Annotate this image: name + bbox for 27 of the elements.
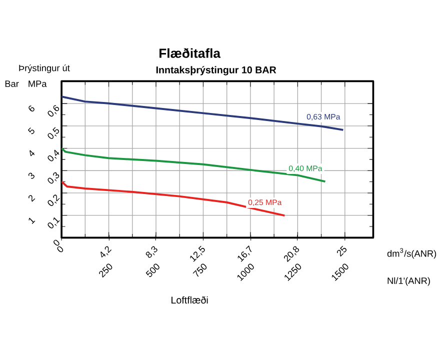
y2-tick-label: 6 bbox=[28, 106, 34, 112]
x-tick-label: 750 bbox=[192, 264, 207, 277]
y2-tick-label: 3 bbox=[28, 172, 34, 179]
x2-tick-label: 4,2 bbox=[100, 246, 112, 258]
x2-tick-label: 25 bbox=[336, 246, 347, 257]
y2-tick-label: 1 bbox=[28, 218, 36, 224]
chart-title: Flæðitafla bbox=[160, 48, 221, 58]
y-tick-label: 0,1 bbox=[48, 217, 60, 228]
y2-tick-label: 5 bbox=[28, 128, 34, 134]
x-tick-label: 250 bbox=[99, 264, 112, 278]
chart-subtitle: Inntaksþrýstingur 10 BAR bbox=[156, 66, 276, 76]
text: MPa bbox=[28, 80, 47, 88]
y-tick-label: 0,6 bbox=[48, 105, 60, 117]
y-tick-label: 0,2 bbox=[48, 194, 60, 206]
y-tick-label: 0,3 bbox=[48, 172, 60, 184]
x2-tick-label: 8,3 bbox=[146, 246, 158, 258]
y-tick-label: 0 bbox=[54, 240, 60, 246]
y2-tick-label: 4 bbox=[30, 150, 35, 156]
x-axis-title: Loftflæði bbox=[172, 296, 208, 304]
text: Bar bbox=[5, 80, 19, 88]
text: Nl/1'(ANR) bbox=[388, 277, 430, 286]
y2-tick-label: 2 bbox=[28, 195, 36, 202]
y-tick-label: 0,5 bbox=[48, 127, 60, 139]
y-tick-label: 0,4 bbox=[48, 150, 60, 162]
x-tick-label: 500 bbox=[146, 264, 160, 278]
text: Þrýstingur út bbox=[19, 64, 70, 74]
text: dm$^{3}$/s(ANR) bbox=[387, 248, 436, 259]
